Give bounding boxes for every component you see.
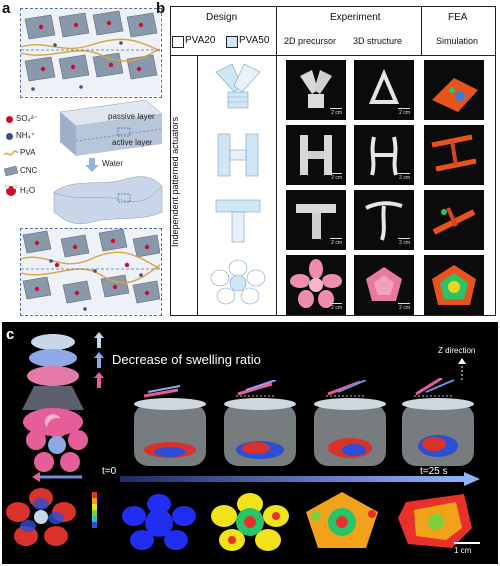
pva50-swatch [226,36,238,48]
photo-2d-y: 2 cm [286,60,346,120]
col-2d-precursor: 2D precursor [284,36,337,46]
scale-bar: 2 cm [399,175,410,181]
design-h-shape [217,133,259,177]
time-end-label: t=25 s [420,466,448,477]
fea-header: FEA [448,12,468,23]
fea-h [424,125,484,185]
design-header: Design [206,12,238,23]
cnc-network-illustration-top [20,9,161,96]
pva50-legend: PVA50 [239,35,270,46]
legend-pva: PVA [20,148,36,157]
fea-flower-t3 [398,494,472,548]
fea-flower-t0 [122,494,196,550]
bending-indicator-0 [144,385,181,398]
scale-bar: 2 cm [399,240,410,246]
panel-b-label: b [156,0,166,17]
legend-cnc: CNC [20,166,38,175]
z-direction-arrow-icon [458,358,466,380]
down-arrow-icon [85,158,99,172]
photo-3d-t: 2 cm [354,190,414,250]
photo-3d-flower: 2 cm [354,255,414,315]
panel-a-bottom-zoom [20,228,162,316]
pva20-legend: PVA20 [185,35,216,46]
panel-c: c Decrease of swelling ratio Z direction [2,322,498,564]
water-molecule-legend-icon [4,184,18,196]
panel-b-table [170,6,496,316]
header-divider [171,55,495,56]
scale-bar: 2 cm [331,175,342,181]
swollen-film-illustration [53,176,163,225]
colorbar [92,492,97,528]
scale-bar [454,542,480,544]
scale-bar: 2 cm [331,240,342,246]
passive-layer-label: passive layer [108,112,155,121]
z-direction-label: Z direction [438,346,476,355]
legend-h2o: H₂O [20,186,36,195]
photo-2d-t: 2 cm [286,190,346,250]
fea-y [424,60,484,120]
design-y-shape [215,63,261,109]
row-label-divider [197,55,198,315]
col-3d-structure: 3D structure [353,36,403,46]
bending-indicator-1 [236,380,277,397]
cnc-legend-icon [4,166,18,176]
fea-flower [424,255,484,315]
photo-2d-h: 2 cm [286,125,346,185]
jar-t3 [402,398,474,466]
time-start-label: t=0 [102,466,117,477]
jar-t2 [314,398,386,466]
bending-indicator-3 [414,378,455,397]
jar-t1 [224,398,296,466]
scale-bar: 2 cm [331,305,342,311]
panel-c-label: c [6,326,15,343]
design-column-divider [276,7,277,315]
left-arrow-icon [32,472,82,482]
cnc-network-illustration-bottom [20,228,161,314]
fea-flower-t1 [211,493,289,551]
design-flower-shape [210,259,266,305]
row-axis-label: Independent patterned actuators [170,116,180,247]
panel-a-top-zoom [20,8,162,98]
timeline-arrow [120,472,480,486]
photo-2d-flower: 2 cm [286,255,346,315]
legend-nh4: NH₄⁺ [16,131,36,140]
pva-legend-icon [4,150,18,156]
scale-bar: 2 cm [399,305,410,311]
scale-bar-label: 1 cm [454,546,472,555]
jar-t0 [134,398,206,466]
scale-bar: 2 cm [399,110,410,116]
bilayer-film-illustration [59,100,163,156]
so4-legend-icon [6,116,13,123]
fea-flower-t2 [306,492,378,548]
experiment-header: Experiment [330,12,381,23]
swelling-ratio-title: Decrease of swelling ratio [112,352,261,367]
scale-bar: 2 cm [331,110,342,116]
panel-a-label: a [2,0,11,17]
legend-so4: SO₄²⁻ [16,114,38,123]
pva20-swatch [172,36,184,48]
active-layer-label: active layer [112,138,153,147]
photo-3d-h: 2 cm [354,125,414,185]
water-label: Water [102,159,124,168]
bending-indicator-2 [326,380,367,397]
simulation-header: Simulation [436,36,479,46]
photo-3d-y: 2 cm [354,60,414,120]
pink-flower-precursor [26,418,88,472]
fea-t [424,190,484,250]
swelling-arrow-icons [94,332,104,388]
nh4-legend-icon [6,133,13,140]
design-t-shape [215,199,261,243]
fea-column-divider [421,7,422,55]
flower-3d-result [6,488,76,546]
